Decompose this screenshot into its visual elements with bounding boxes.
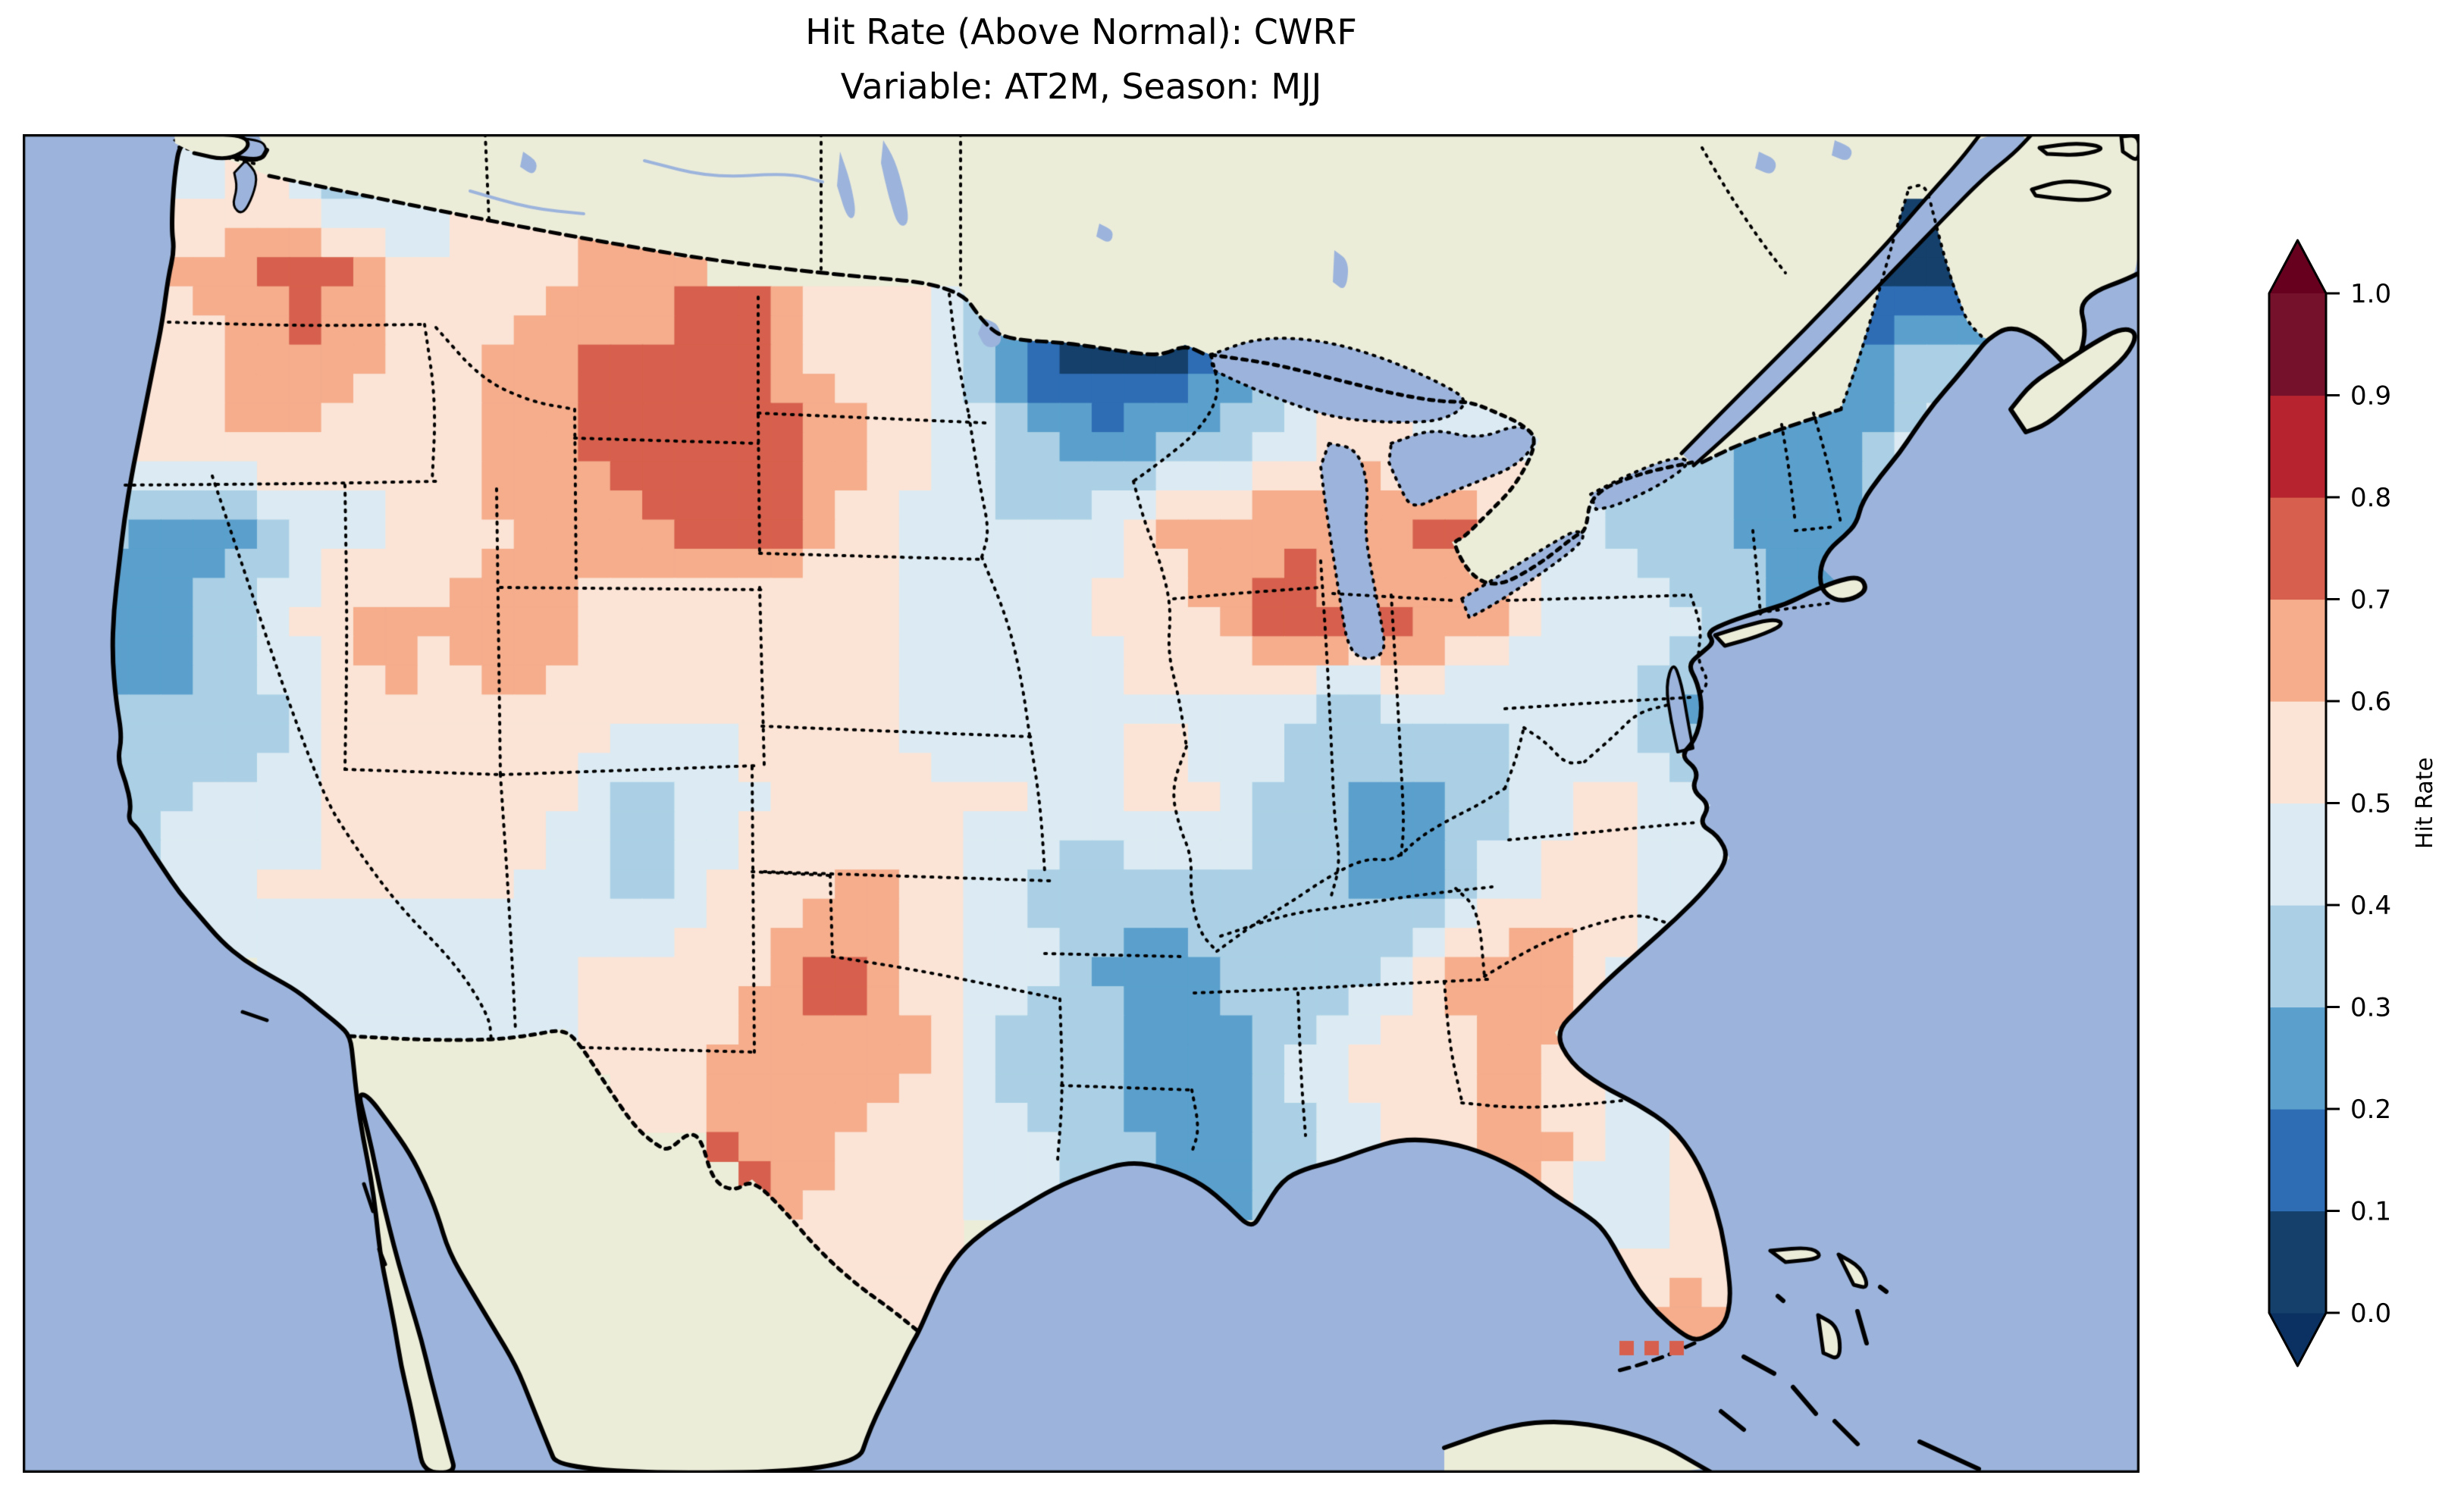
figure-title-line1: Hit Rate (Above Normal): CWRF [805, 11, 1357, 52]
colorbar-tick-label: 0.2 [2350, 1095, 2391, 1125]
colorbar-extend-upper [2269, 240, 2326, 293]
colorbar-segment [2269, 1109, 2326, 1212]
map-panel [23, 134, 2140, 1473]
colorbar-segment [2269, 395, 2326, 498]
colorbar-tick-label: 0.8 [2350, 483, 2391, 513]
colorbar-label: Hit Rate [2412, 757, 2438, 849]
colorbar-segment [2269, 497, 2326, 600]
colorbar-segment [2269, 1211, 2326, 1314]
colorbar-segment [2269, 905, 2326, 1008]
colorbar-segment [2269, 803, 2326, 906]
figure-title-line2: Variable: AT2M, Season: MJJ [840, 66, 1322, 107]
colorbar-segment [2269, 599, 2326, 702]
colorbar-tick-label: 0.7 [2350, 585, 2391, 615]
colorbar-segment [2269, 701, 2326, 804]
colorbar-tick-label: 1.0 [2350, 279, 2391, 309]
colorbar-segment [2269, 1007, 2326, 1110]
colorbar-tick-label: 0.9 [2350, 381, 2391, 412]
colorbar-extend-lower [2269, 1313, 2326, 1366]
colorbar-tick-label: 0.0 [2350, 1298, 2391, 1329]
figure-title: Hit Rate (Above Normal): CWRF Variable: … [23, 5, 2140, 114]
colorbar-tick-label: 0.5 [2350, 789, 2391, 819]
colorbar: 1.0 0.9 0.8 0.7 0.6 0.5 0.4 0.3 0.2 0.1 0.0 Hit Rat… [2268, 239, 2438, 1367]
colorbar-segment [2269, 293, 2326, 396]
colorbar-tick-label: 0.1 [2350, 1197, 2391, 1227]
colorbar-tick-label: 0.4 [2350, 891, 2391, 921]
us-map-canvas [23, 134, 2140, 1473]
colorbar-tick-label: 0.6 [2350, 687, 2391, 717]
colorbar-tick-label: 0.3 [2350, 993, 2391, 1023]
